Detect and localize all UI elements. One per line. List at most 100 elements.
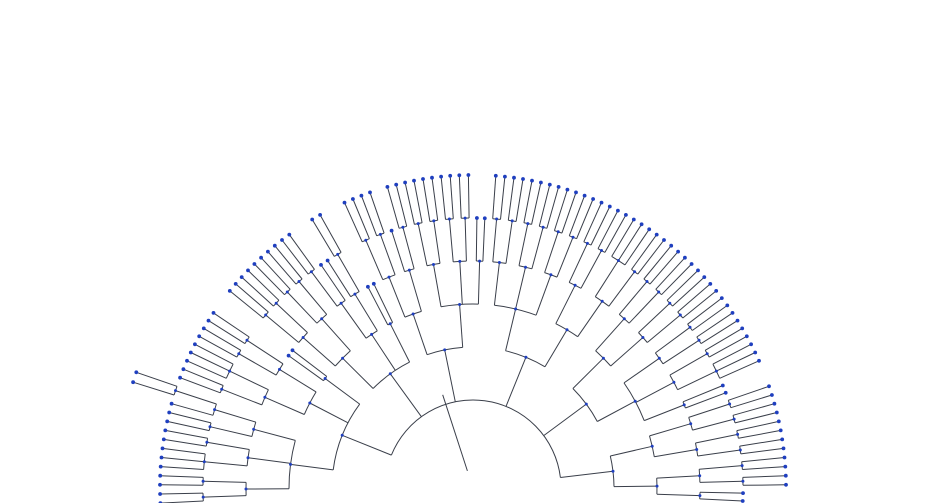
tree-link-radial [500,176,506,220]
tree-internal-node [274,301,278,305]
tree-link-radial [696,312,733,338]
tree-link-radial [241,276,274,307]
tree-internal-node [695,448,699,451]
tree-internal-node [370,332,374,336]
tree-link-radial [459,304,464,348]
tree-internal-node [388,322,392,326]
tree-internal-node [689,422,693,426]
tree-link-radial [655,257,686,290]
tree-internal-node [611,469,615,473]
tree-leaf-node [371,281,376,286]
tree-link-radial [444,349,456,402]
tree-leaf-node [720,383,725,388]
tree-link-radial [666,270,699,301]
tree-leaf-node [696,268,700,273]
tree-leaf-node [730,311,735,315]
tree-link-radial [179,377,221,394]
tree-link-radial [682,385,723,403]
tree-link-radial [739,438,783,447]
tree-internal-node [308,401,312,405]
tree-link-radial [738,429,781,439]
tree-leaf-node [185,358,189,363]
tree-leaf-node [342,200,347,205]
tree-internal-node [584,402,588,406]
tree-leaf-node [776,419,781,424]
tree-link-radial [389,373,422,417]
tree-link-radial [535,274,552,316]
tree-leaf-node [772,401,777,406]
tree-internal-node [668,301,672,305]
tree-link-radial [369,192,385,234]
tree-link-radial [365,240,384,280]
tree-internal-node [364,238,368,242]
tree-link-radial [604,214,627,253]
tree-leaf-node [167,410,172,415]
tree-internal-node [246,456,250,460]
tree-leaf-node [547,182,552,187]
tree-internal-node [309,270,313,274]
tree-link-radial [279,368,317,393]
tree-link-radial [610,337,644,367]
tree-link-radial [238,353,277,376]
tree-internal-node [252,427,256,431]
tree-link-radial [260,257,291,290]
tree-link-radial [531,182,542,225]
tree-link-radial [290,463,334,471]
tree-link-radial [704,327,743,351]
tree-link-radial [553,189,568,231]
tree-internal-node [549,273,553,277]
tree-internal-node [202,460,206,464]
tree-leaf-node [131,380,136,385]
tree-link-radial [422,178,431,222]
tree-leaf-node [160,446,165,451]
tree-link-radial [716,352,756,372]
tree-leaf-node [624,213,628,217]
tree-link-radial [505,357,527,407]
tree-link-radial [677,370,717,391]
tree-internal-node [571,235,575,239]
tree-link-radial [617,224,643,261]
tree-leaf-node [206,318,211,323]
tree-leaf-node [134,370,139,375]
tree-link-radial [160,475,204,478]
tree-link-radial [159,484,204,486]
tree-leaf-node [439,174,443,179]
tree-internal-node [655,484,659,488]
tree-leaf-node [708,282,713,286]
tree-internal-node [264,313,268,317]
tree-internal-node [556,230,560,234]
tree-leaf-node [318,213,322,217]
tree-link-radial [198,335,238,358]
tree-leaf-node [266,249,270,254]
tree-leaf-node [482,216,487,221]
tree-internal-node [416,222,420,226]
tree-link-radial [505,220,513,264]
tree-root-link [442,394,468,472]
tree-link-radial [556,237,574,278]
tree-internal-node [443,348,447,352]
tree-link-radial [214,409,256,423]
tree-leaf-node [233,282,238,286]
tree-internal-node [411,312,415,316]
tree-internal-node [514,307,518,311]
tree-link-radial [354,293,378,332]
tree-internal-node [633,399,637,403]
tree-leaf-node [412,178,416,183]
tree-leaf-node [654,232,659,237]
tree-leaf-node [193,342,197,347]
tree-link-radial [161,457,205,463]
tree-internal-node [205,440,209,444]
tree-link-radial [286,291,318,324]
tree-internal-node [524,355,528,359]
tree-leaf-node [778,428,783,433]
tree-link-radial [515,178,524,222]
tree-leaf-node [201,326,206,331]
tree-link-arc [390,399,561,478]
tree-leaf-node [702,275,707,279]
tree-internal-node [353,292,357,296]
tree-link-radial [656,493,700,497]
tree-link-radial [580,250,602,289]
tree-link-radial [697,449,741,457]
tree-internal-node [341,356,345,360]
tree-link-radial [203,495,247,498]
